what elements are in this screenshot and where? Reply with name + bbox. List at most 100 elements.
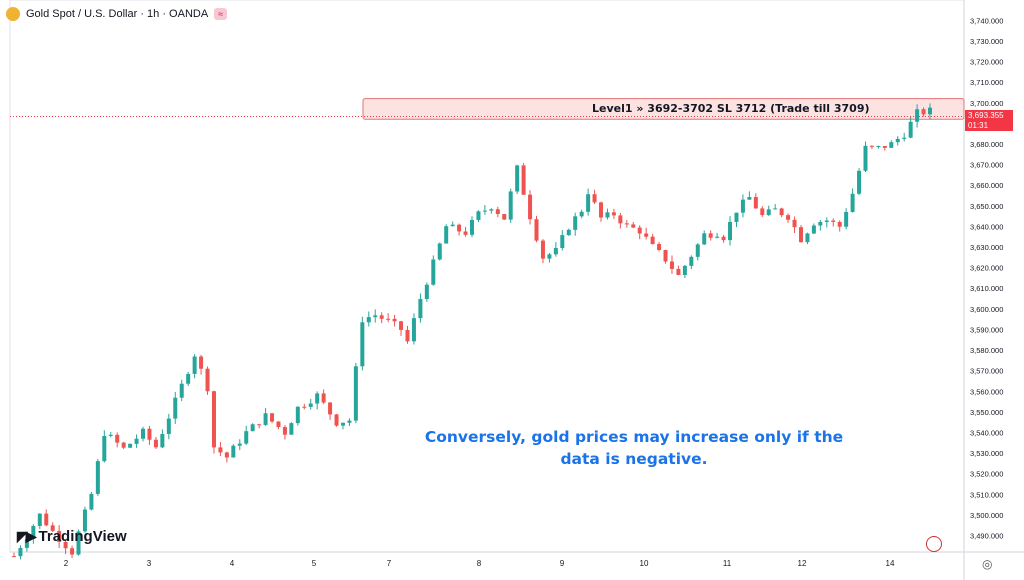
x-tick-label: 7 bbox=[387, 559, 392, 568]
y-tick-label: 3,520.000 bbox=[970, 470, 1003, 479]
candle-body bbox=[63, 541, 68, 549]
x-tick-label: 11 bbox=[723, 559, 732, 568]
level-zone-label: Level1 » 3692-3702 SL 3712 (Trade till 3… bbox=[592, 101, 870, 115]
candle-body bbox=[115, 434, 120, 443]
candle-body bbox=[366, 317, 371, 323]
x-tick-label: 8 bbox=[477, 559, 482, 568]
candle-body bbox=[102, 435, 107, 462]
candle-body bbox=[644, 233, 649, 237]
candle-body bbox=[566, 229, 571, 236]
tradingview-brand[interactable]: ◤▶ TradingView bbox=[17, 528, 127, 545]
y-tick-label: 3,600.000 bbox=[970, 305, 1003, 314]
chart-header[interactable]: Gold Spot / U.S. Dollar · 1h · OANDA ≈ bbox=[6, 6, 228, 22]
y-tick-label: 3,610.000 bbox=[970, 284, 1003, 293]
candle-body bbox=[869, 145, 874, 147]
x-tick-label: 9 bbox=[560, 559, 565, 568]
candle-body bbox=[502, 214, 507, 220]
candle-body bbox=[347, 420, 352, 423]
candle-body bbox=[431, 259, 436, 285]
y-tick-label: 3,720.000 bbox=[970, 58, 1003, 67]
y-tick-label: 3,640.000 bbox=[970, 222, 1003, 231]
x-tick-label: 2 bbox=[64, 559, 69, 568]
candle-body bbox=[340, 422, 345, 426]
candle-body bbox=[134, 438, 139, 444]
candle-body bbox=[521, 165, 526, 195]
candle-body bbox=[715, 236, 720, 238]
candle-body bbox=[592, 194, 597, 203]
candle-body bbox=[637, 227, 642, 234]
candle-body bbox=[882, 146, 887, 148]
y-tick-label: 3,620.000 bbox=[970, 264, 1003, 273]
candle-body bbox=[121, 442, 126, 448]
candle-body bbox=[166, 418, 171, 434]
current-price-tag: 3,693.355 01:31 bbox=[965, 110, 1013, 131]
candle-body bbox=[31, 525, 36, 539]
candle-body bbox=[270, 413, 275, 422]
candle-body bbox=[199, 356, 204, 369]
candle-body bbox=[650, 236, 655, 245]
candle-body bbox=[895, 138, 900, 143]
candle-body bbox=[257, 424, 262, 426]
settings-icon[interactable]: ◎ bbox=[982, 557, 993, 571]
candle-body bbox=[863, 145, 868, 171]
candle-body bbox=[760, 208, 765, 216]
candle-body bbox=[315, 393, 320, 404]
candle-body bbox=[250, 424, 255, 432]
candle-body bbox=[786, 215, 791, 220]
compare-badge[interactable]: ≈ bbox=[214, 8, 228, 20]
candle-body bbox=[515, 165, 520, 192]
candle-body bbox=[211, 391, 216, 448]
candle-body bbox=[798, 227, 803, 243]
candle-body bbox=[12, 556, 16, 558]
candle-body bbox=[850, 193, 855, 212]
candle-body bbox=[18, 547, 23, 557]
y-tick-label: 3,740.000 bbox=[970, 16, 1003, 25]
candle-body bbox=[179, 383, 184, 398]
candle-body bbox=[721, 236, 726, 241]
candle-body bbox=[508, 191, 513, 220]
y-tick-label: 3,630.000 bbox=[970, 243, 1003, 252]
candle-body bbox=[160, 433, 165, 448]
us-flag-icon[interactable] bbox=[926, 536, 942, 552]
candle-body bbox=[76, 531, 81, 555]
candle-body bbox=[405, 329, 410, 342]
candle-body bbox=[792, 219, 797, 228]
candle-body bbox=[476, 211, 481, 220]
candle-body bbox=[373, 315, 378, 318]
gold-coin-icon bbox=[6, 7, 20, 21]
candle-body bbox=[753, 196, 758, 209]
x-tick-label: 3 bbox=[147, 559, 152, 568]
candle-body bbox=[418, 299, 423, 319]
candle-body bbox=[450, 224, 455, 227]
candle-body bbox=[611, 212, 616, 216]
candle-body bbox=[128, 443, 133, 448]
y-tick-label: 3,580.000 bbox=[970, 346, 1003, 355]
y-tick-label: 3,710.000 bbox=[970, 78, 1003, 87]
y-tick-label: 3,550.000 bbox=[970, 408, 1003, 417]
candle-body bbox=[708, 233, 713, 238]
candle-body bbox=[70, 548, 75, 555]
symbol-title[interactable]: Gold Spot / U.S. Dollar · 1h · OANDA bbox=[26, 8, 209, 20]
candle-body bbox=[805, 233, 810, 243]
candle-body bbox=[489, 209, 494, 211]
candle-body bbox=[392, 318, 397, 322]
candle-body bbox=[618, 215, 623, 224]
candle-body bbox=[921, 109, 926, 115]
candle-body bbox=[82, 509, 87, 532]
candle-body bbox=[263, 413, 268, 425]
candle-body bbox=[205, 368, 210, 392]
y-tick-label: 3,650.000 bbox=[970, 202, 1003, 211]
candle-body bbox=[89, 493, 94, 510]
candle-body bbox=[108, 434, 113, 436]
candle-body bbox=[779, 208, 784, 216]
candle-body bbox=[276, 421, 281, 428]
candle-body bbox=[495, 209, 500, 215]
candle-body bbox=[844, 211, 849, 227]
candle-body bbox=[44, 513, 49, 526]
candle-body bbox=[876, 146, 881, 148]
y-tick-label: 3,660.000 bbox=[970, 181, 1003, 190]
candle-body bbox=[766, 209, 771, 216]
candle-body bbox=[463, 231, 468, 235]
candle-body bbox=[237, 443, 242, 446]
